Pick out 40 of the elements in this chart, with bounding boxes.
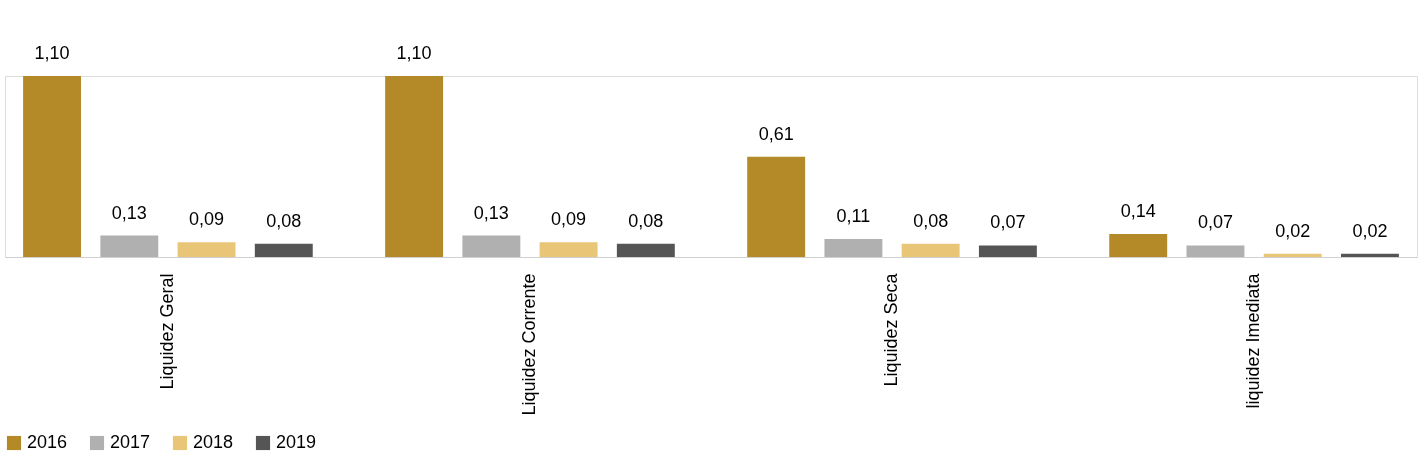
bar — [1340, 253, 1399, 257]
bar — [1186, 245, 1245, 257]
data-label: 0,07 — [990, 212, 1026, 233]
bar — [616, 243, 675, 257]
data-label: 0,08 — [628, 210, 664, 231]
data-label: 0,08 — [266, 210, 302, 231]
bar — [747, 156, 806, 257]
legend-label: 2017 — [110, 432, 151, 452]
bar — [1109, 233, 1168, 257]
data-label: 0,09 — [551, 209, 587, 230]
bar — [462, 235, 521, 257]
data-label: 0,13 — [473, 202, 509, 223]
data-label: 0,02 — [1352, 220, 1388, 241]
data-label: 0,07 — [1197, 212, 1233, 233]
data-label: 0,09 — [189, 209, 225, 230]
legend-label: 2019 — [276, 432, 317, 452]
data-label: 0,11 — [836, 205, 871, 226]
data-label: 0,13 — [111, 202, 147, 223]
legend-label: 2018 — [193, 432, 234, 452]
x-tick-label: Liquidez Geral — [156, 273, 177, 390]
bar — [901, 243, 960, 257]
bar — [23, 76, 82, 257]
x-tick-label: liquidez Imediata — [1243, 272, 1264, 409]
x-tick-label: Liquidez Corrente — [518, 273, 539, 416]
bar — [539, 242, 598, 257]
bar — [177, 242, 236, 257]
bar — [1263, 253, 1322, 257]
x-tick-label: Liquidez Seca — [881, 272, 902, 387]
bar — [385, 76, 444, 257]
bar — [254, 243, 313, 257]
data-label: 1,10 — [396, 43, 432, 63]
data-label: 0,61 — [758, 123, 794, 144]
data-label: 0,02 — [1275, 220, 1311, 241]
legend-label: 2016 — [27, 432, 68, 452]
bar — [100, 235, 159, 257]
data-label: 0,14 — [1120, 200, 1156, 221]
bar — [978, 245, 1037, 257]
data-label: 0,08 — [913, 210, 949, 231]
bar — [824, 238, 883, 257]
data-label: 1,10 — [34, 43, 70, 63]
